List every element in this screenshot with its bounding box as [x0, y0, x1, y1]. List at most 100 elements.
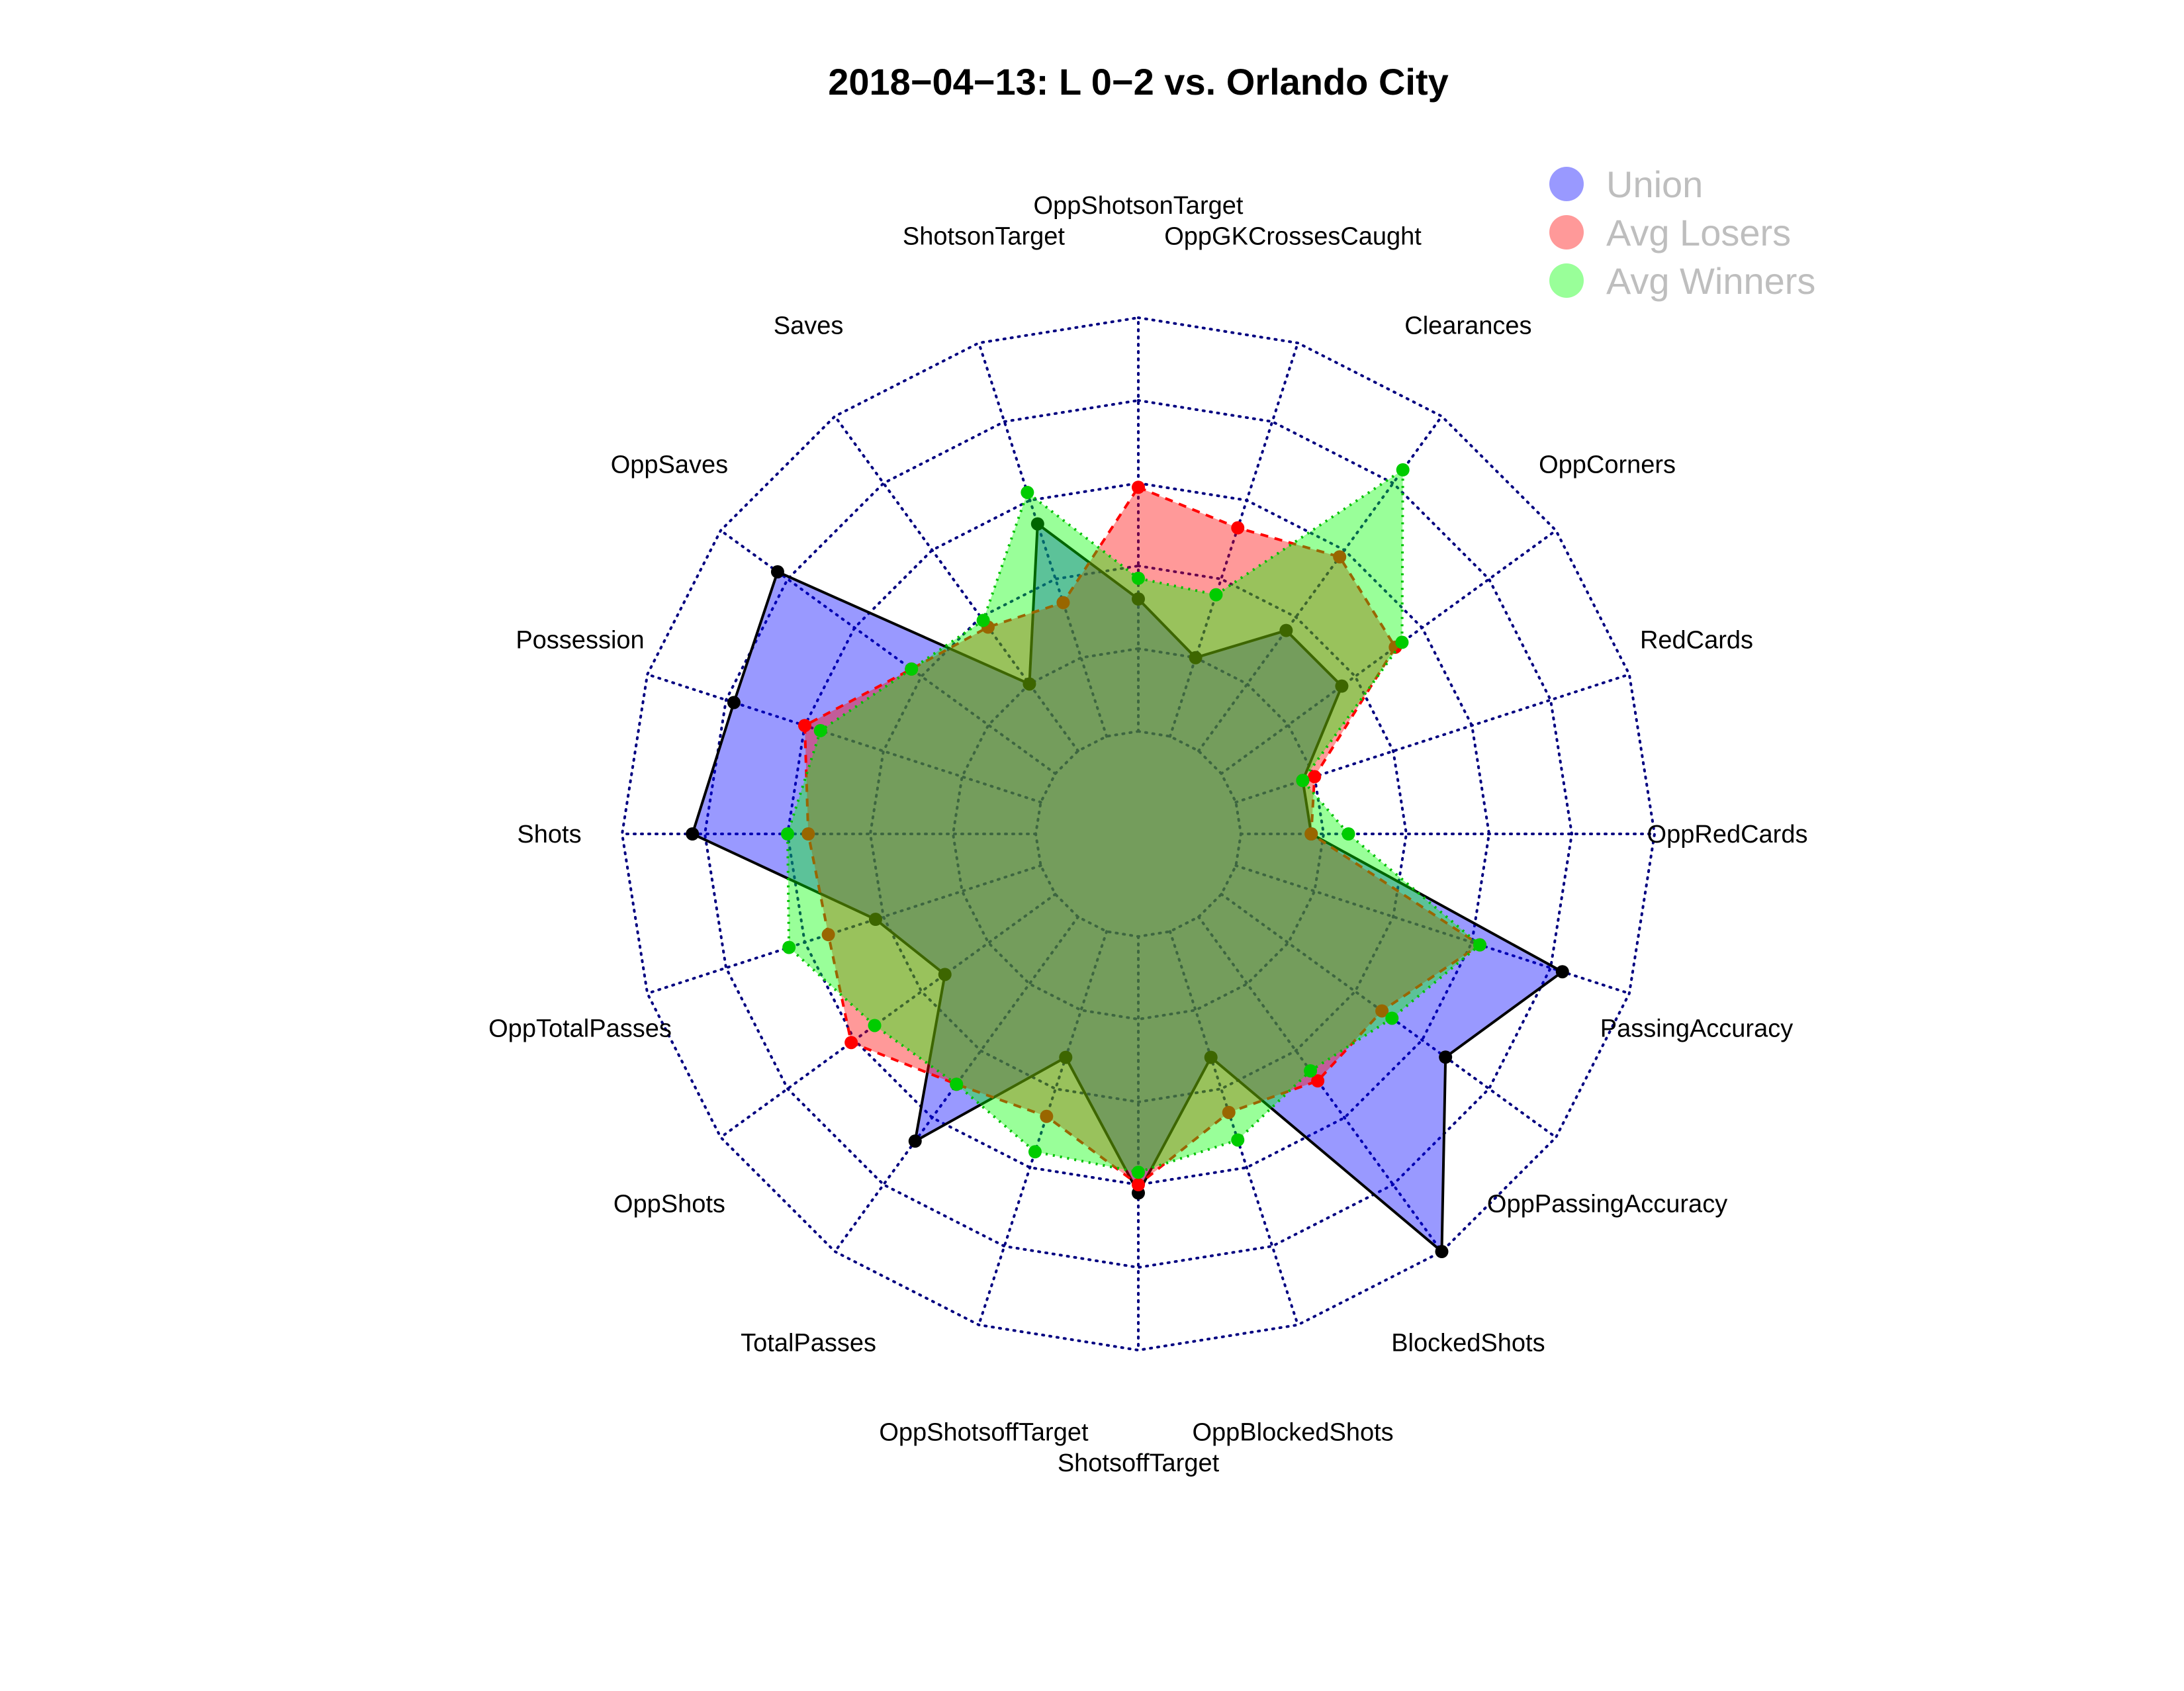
axis-label-shotsofftarget: ShotsoffTarget	[1058, 1449, 1220, 1477]
data-point-avg-losers-opptotalpasses	[821, 928, 835, 942]
axis-label-redcards: RedCards	[1640, 626, 1753, 654]
data-point-avg-winners-oppredcards	[1342, 827, 1355, 841]
series-union	[686, 517, 1569, 1259]
legend-swatch-avg-winners	[1549, 263, 1584, 298]
series-avg-losers	[797, 480, 1486, 1191]
data-point-avg-winners-shotsofftarget	[1132, 1165, 1145, 1179]
axis-label-clearances: Clearances	[1404, 312, 1531, 340]
grid-ring	[703, 398, 1574, 1269]
axis-label-totalpasses: TotalPasses	[741, 1330, 876, 1357]
data-point-avg-winners-oppshots	[868, 1019, 882, 1032]
data-point-union-oppshotsofftarget	[1059, 1050, 1073, 1064]
data-point-union-oppgkcrossescaught	[1189, 651, 1203, 664]
legend-entry-avg-losers: Avg Losers	[1549, 212, 1791, 253]
data-point-avg-winners-redcards	[1296, 774, 1310, 788]
data-point-union-opptotalpasses	[868, 913, 882, 927]
legend-entry-avg-winners: Avg Winners	[1549, 260, 1815, 302]
axis-label-saves: Saves	[774, 312, 844, 340]
data-point-avg-winners-opptotalpasses	[782, 940, 796, 954]
axis-label-opppassingaccuracy: OppPassingAccuracy	[1487, 1190, 1727, 1218]
data-point-avg-winners-totalpasses	[950, 1077, 964, 1091]
data-point-avg-losers-shotsontarget	[1056, 596, 1070, 610]
data-point-avg-losers-redcards	[1308, 770, 1322, 784]
axis-label-oppblockedshots: OppBlockedShots	[1192, 1419, 1393, 1447]
data-point-avg-losers-shotsofftarget	[1132, 1178, 1145, 1191]
grid-ring	[620, 316, 1657, 1352]
data-point-avg-winners-saves	[976, 614, 990, 627]
grid-spoke	[1197, 915, 1443, 1254]
axis-label-shotsontarget: ShotsonTarget	[903, 222, 1065, 250]
data-point-avg-winners-clearances	[1396, 463, 1410, 477]
data-point-union-clearances	[1279, 623, 1293, 637]
data-point-avg-losers-possession	[797, 719, 811, 733]
grid-spoke	[719, 893, 1057, 1139]
grid-spoke	[977, 930, 1109, 1326]
legend-swatch-union	[1549, 167, 1584, 201]
data-point-avg-winners-blockedshots	[1304, 1064, 1318, 1077]
data-point-avg-losers-blockedshots	[1311, 1074, 1325, 1088]
grid-spoke	[1220, 893, 1558, 1139]
data-point-avg-losers-oppshotsontarget	[1132, 480, 1145, 494]
grid-spoke	[1220, 529, 1558, 775]
axis-label-oppshotsontarget: OppShotsonTarget	[1034, 192, 1244, 220]
axis-label-oppgkcrossescaught: OppGKCrossesCaught	[1164, 222, 1422, 250]
data-point-union-blockedshots	[1435, 1245, 1449, 1259]
data-point-union-passingaccuracy	[1555, 965, 1569, 979]
legend: Union Avg Losers Avg Winners	[1549, 163, 1815, 302]
data-point-avg-winners-oppcorners	[1395, 635, 1409, 649]
data-point-avg-winners-oppshotsontarget	[1132, 571, 1145, 585]
axis-label-oppcorners: OppCorners	[1539, 451, 1676, 479]
series-layer	[686, 463, 1569, 1259]
data-point-avg-winners-opppassingaccuracy	[1385, 1011, 1399, 1025]
data-point-avg-losers-shots	[801, 827, 815, 841]
data-point-union-saves	[1023, 677, 1036, 691]
data-point-avg-losers-oppgkcrossescaught	[1231, 521, 1245, 535]
data-point-avg-losers-oppredcards	[1304, 827, 1318, 841]
grid-spoke	[833, 414, 1079, 753]
grid-spoke	[646, 864, 1042, 995]
data-point-union-oppshotsontarget	[1132, 592, 1145, 606]
data-point-avg-losers-oppshotsofftarget	[1040, 1109, 1054, 1123]
data-point-avg-winners-oppsaves	[905, 662, 919, 676]
series-avg-winners	[781, 463, 1486, 1179]
data-point-avg-winners-oppgkcrossescaught	[1209, 588, 1223, 602]
axis-label-possession: Possession	[516, 626, 644, 654]
data-point-avg-winners-possession	[813, 723, 827, 737]
axis-label-oppshotsofftarget: OppShotsoffTarget	[879, 1419, 1089, 1447]
data-point-avg-winners-shots	[781, 827, 794, 841]
data-point-union-possession	[727, 696, 741, 709]
grid-spoke	[833, 915, 1079, 1254]
axis-label-oppshots: OppShots	[614, 1190, 725, 1218]
axis-label-oppredcards: OppRedCards	[1647, 821, 1808, 848]
data-point-avg-losers-oppblockedshots	[1222, 1105, 1236, 1119]
data-point-union-oppshots	[938, 968, 952, 982]
grid-ring	[868, 564, 1408, 1104]
legend-label-union: Union	[1606, 163, 1703, 205]
data-point-avg-losers-opppassingaccuracy	[1375, 1004, 1389, 1018]
series-area-avg-winners	[786, 467, 1482, 1174]
chart-title: 2018−04−13: L 0−2 vs. Orlando City	[828, 61, 1449, 103]
data-point-union-opppassingaccuracy	[1439, 1050, 1453, 1064]
data-point-avg-winners-shotsontarget	[1021, 486, 1034, 500]
data-point-union-oppcorners	[1335, 679, 1349, 693]
axis-label-blockedshots: BlockedShots	[1391, 1330, 1545, 1357]
data-point-union-totalpasses	[908, 1134, 922, 1148]
data-point-avg-winners-passingaccuracy	[1473, 938, 1486, 952]
data-point-avg-losers-oppshots	[844, 1036, 858, 1050]
grid-spoke	[1168, 930, 1300, 1326]
data-point-avg-winners-oppblockedshots	[1231, 1133, 1245, 1147]
legend-label-avg-losers: Avg Losers	[1606, 212, 1791, 253]
data-point-union-oppsaves	[770, 565, 784, 578]
data-point-union-oppblockedshots	[1204, 1050, 1218, 1064]
data-point-union-shots	[686, 827, 700, 841]
data-point-avg-losers-clearances	[1333, 550, 1347, 564]
grid-spoke	[1168, 342, 1300, 738]
data-point-avg-winners-oppshotsofftarget	[1028, 1145, 1042, 1159]
grid-spoke	[1234, 672, 1631, 804]
grid-spoke	[977, 342, 1109, 738]
legend-entry-union: Union	[1549, 163, 1703, 205]
axis-label-passingaccuracy: PassingAccuracy	[1600, 1015, 1793, 1043]
